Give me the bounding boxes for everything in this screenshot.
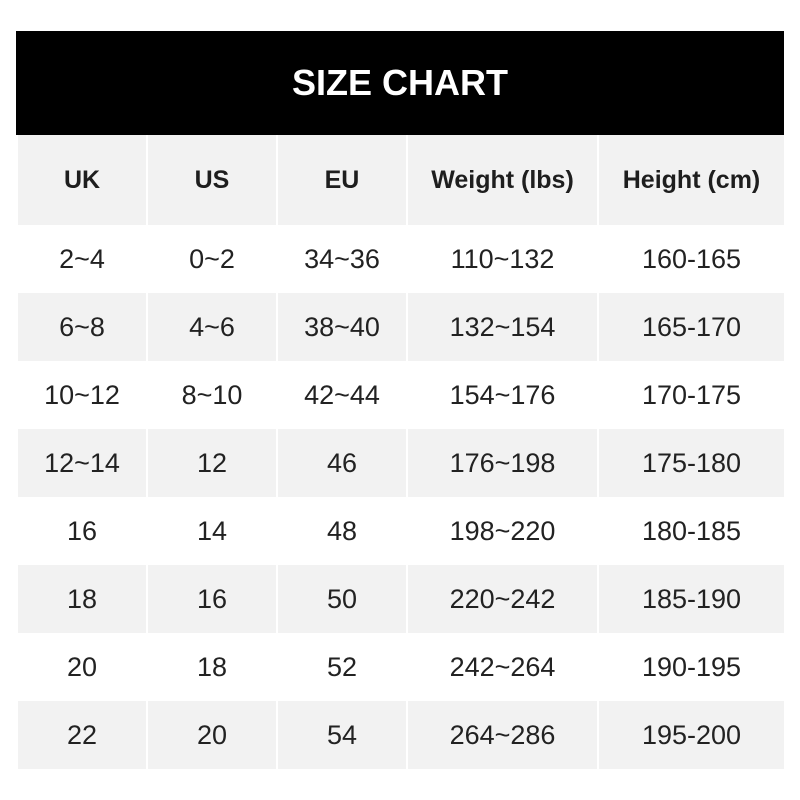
cell-weight: 220~242: [406, 565, 599, 633]
cell-us: 14: [146, 497, 278, 565]
cell-weight: 154~176: [406, 361, 599, 429]
size-table: UK US EU Weight (lbs) Height (cm) 2~4 0~2…: [16, 135, 786, 769]
cell-us: 12: [146, 429, 278, 497]
header-eu: EU: [276, 135, 408, 225]
table-row: 10~12 8~10 42~44 154~176 170-175: [16, 361, 786, 429]
table-row: 20 18 52 242~264 190-195: [16, 633, 786, 701]
cell-uk: 2~4: [16, 225, 148, 293]
cell-eu: 50: [276, 565, 408, 633]
cell-us: 16: [146, 565, 278, 633]
cell-weight: 176~198: [406, 429, 599, 497]
size-chart: SIZE CHART UK US EU Weight (lbs) Height …: [16, 31, 786, 769]
cell-eu: 54: [276, 701, 408, 769]
header-weight: Weight (lbs): [406, 135, 599, 225]
cell-eu: 52: [276, 633, 408, 701]
cell-eu: 48: [276, 497, 408, 565]
table-row: 2~4 0~2 34~36 110~132 160-165: [16, 225, 786, 293]
cell-weight: 264~286: [406, 701, 599, 769]
cell-height: 170-175: [597, 361, 786, 429]
cell-height: 185-190: [597, 565, 786, 633]
cell-weight: 110~132: [406, 225, 599, 293]
cell-weight: 132~154: [406, 293, 599, 361]
cell-weight: 198~220: [406, 497, 599, 565]
cell-us: 4~6: [146, 293, 278, 361]
header-uk: UK: [16, 135, 148, 225]
header-us: US: [146, 135, 278, 225]
cell-us: 0~2: [146, 225, 278, 293]
table-row: 18 16 50 220~242 185-190: [16, 565, 786, 633]
table-row: 22 20 54 264~286 195-200: [16, 701, 786, 769]
cell-height: 165-170: [597, 293, 786, 361]
cell-us: 18: [146, 633, 278, 701]
header-row: UK US EU Weight (lbs) Height (cm): [16, 135, 786, 225]
cell-height: 160-165: [597, 225, 786, 293]
cell-uk: 10~12: [16, 361, 148, 429]
cell-height: 180-185: [597, 497, 786, 565]
cell-eu: 42~44: [276, 361, 408, 429]
cell-uk: 12~14: [16, 429, 148, 497]
cell-uk: 20: [16, 633, 148, 701]
cell-us: 20: [146, 701, 278, 769]
cell-uk: 6~8: [16, 293, 148, 361]
cell-weight: 242~264: [406, 633, 599, 701]
cell-uk: 18: [16, 565, 148, 633]
table-row: 16 14 48 198~220 180-185: [16, 497, 786, 565]
cell-eu: 38~40: [276, 293, 408, 361]
cell-eu: 34~36: [276, 225, 408, 293]
cell-height: 175-180: [597, 429, 786, 497]
header-height: Height (cm): [597, 135, 786, 225]
cell-eu: 46: [276, 429, 408, 497]
cell-uk: 16: [16, 497, 148, 565]
cell-height: 195-200: [597, 701, 786, 769]
size-chart-title: SIZE CHART: [16, 31, 784, 135]
cell-height: 190-195: [597, 633, 786, 701]
table-row: 6~8 4~6 38~40 132~154 165-170: [16, 293, 786, 361]
table-row: 12~14 12 46 176~198 175-180: [16, 429, 786, 497]
cell-us: 8~10: [146, 361, 278, 429]
cell-uk: 22: [16, 701, 148, 769]
